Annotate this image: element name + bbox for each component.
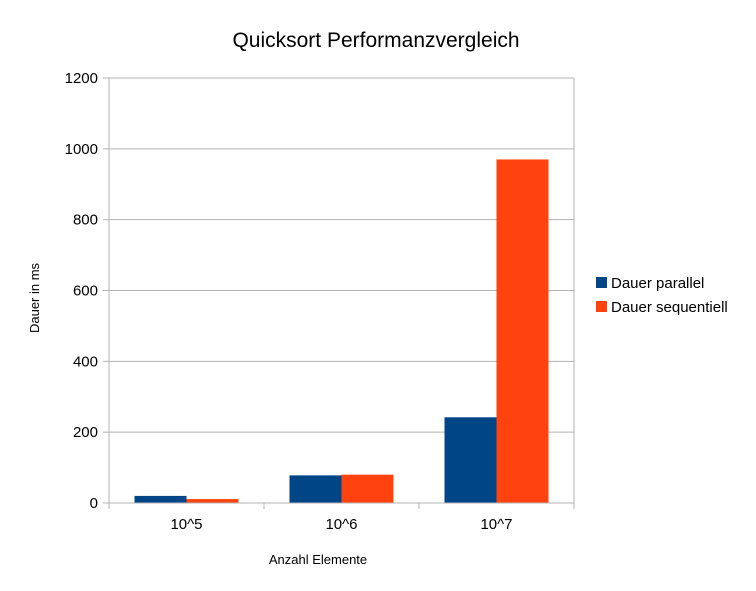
y-axis-title: Dauer in ms xyxy=(27,262,42,333)
y-tick-label: 800 xyxy=(73,212,98,229)
x-tick-labels: 10^5 10^6 10^7 xyxy=(170,516,512,533)
bar xyxy=(186,499,239,503)
axes xyxy=(103,77,575,509)
x-tick-label: 10^6 xyxy=(325,516,357,533)
x-tick-label: 10^7 xyxy=(480,516,512,533)
legend-swatch xyxy=(596,277,607,288)
legend-label: Dauer parallel xyxy=(611,275,704,292)
y-tick-label: 1200 xyxy=(65,70,98,87)
bar xyxy=(444,417,497,503)
x-tick-label: 10^5 xyxy=(170,516,202,533)
legend: Dauer parallel Dauer sequentiell xyxy=(596,275,728,316)
y-tick-labels: 0 200 400 600 800 1000 1200 xyxy=(65,70,98,512)
bar xyxy=(496,159,549,504)
bar xyxy=(341,474,394,503)
bar xyxy=(289,475,342,503)
y-tick-label: 400 xyxy=(73,353,98,370)
legend-swatch xyxy=(596,301,607,312)
y-tick-label: 600 xyxy=(73,283,98,300)
y-tick-label: 1000 xyxy=(65,141,98,158)
y-tick-label: 200 xyxy=(73,424,98,441)
bar xyxy=(134,495,187,503)
legend-label: Dauer sequentiell xyxy=(611,299,728,316)
chart-title: Quicksort Performanzvergleich xyxy=(232,29,519,52)
x-axis-title: Anzahl Elemente xyxy=(269,552,367,567)
bars xyxy=(134,159,549,504)
y-tick-label: 0 xyxy=(90,495,98,512)
